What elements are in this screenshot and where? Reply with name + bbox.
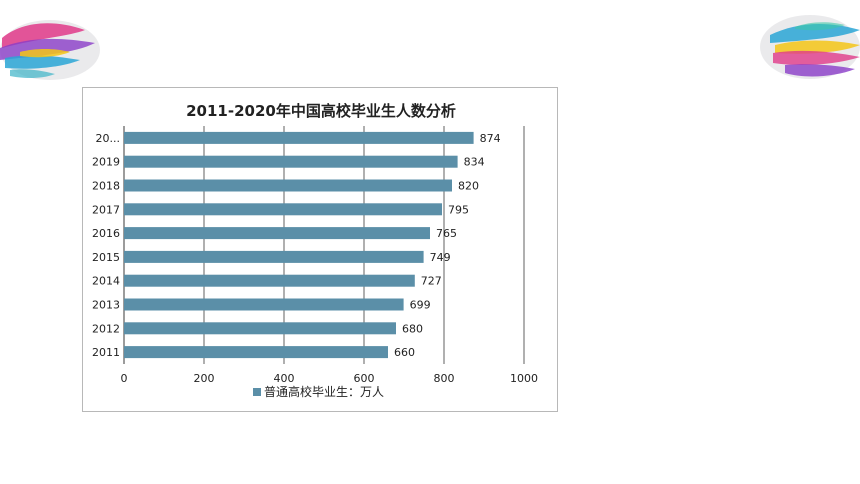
data-label: 834 xyxy=(464,156,485,169)
chart-frame: 2011-2020年中国高校毕业生人数分析 20... 2019 2018 2017 2… xyxy=(82,87,558,412)
data-label: 660 xyxy=(394,346,415,359)
x-tick-label: 0 xyxy=(121,372,128,385)
paint-splash-right xyxy=(760,15,860,79)
data-label: 699 xyxy=(410,299,431,312)
category-label: 2011 xyxy=(92,346,120,359)
category-label: 2016 xyxy=(92,227,120,240)
bar xyxy=(124,274,415,287)
data-label: 680 xyxy=(402,322,423,335)
bar xyxy=(124,298,404,311)
bar xyxy=(124,155,458,168)
chart-title: 2011-2020年中国高校毕业生人数分析 xyxy=(186,102,456,120)
category-labels: 20... 2019 2018 2017 2016 2015 2014 2013 2012 201… xyxy=(92,132,120,359)
data-label: 749 xyxy=(430,251,451,264)
x-tick-label: 600 xyxy=(354,372,375,385)
category-label: 20... xyxy=(96,132,121,145)
data-labels: 874 834 820 795 765 749 727 699 680 660 xyxy=(394,132,501,359)
x-tick-label: 400 xyxy=(274,372,295,385)
data-label: 820 xyxy=(458,180,479,193)
category-label: 2017 xyxy=(92,203,120,216)
bars xyxy=(124,131,474,359)
x-tick-label: 800 xyxy=(434,372,455,385)
legend-swatch xyxy=(253,388,261,396)
paint-splash-left xyxy=(0,20,100,80)
bar xyxy=(124,131,474,144)
legend: 普通高校毕业生：万人 xyxy=(253,384,384,399)
data-label: 795 xyxy=(448,203,469,216)
bar xyxy=(124,203,442,216)
x-tick-label: 200 xyxy=(194,372,215,385)
bar xyxy=(124,250,424,263)
legend-label: 普通高校毕业生：万人 xyxy=(264,384,384,399)
x-tick-labels: 0 200 400 600 800 1000 xyxy=(121,372,539,385)
bar xyxy=(124,346,388,359)
bar-chart: 2011-2020年中国高校毕业生人数分析 20...2019201820172… xyxy=(92,102,539,399)
category-label: 2012 xyxy=(92,322,120,335)
category-label: 2013 xyxy=(92,299,120,312)
category-label: 2019 xyxy=(92,156,120,169)
x-tick-label: 1000 xyxy=(510,372,538,385)
bar xyxy=(124,322,396,335)
category-label: 2015 xyxy=(92,251,120,264)
category-label: 2018 xyxy=(92,180,120,193)
category-label: 2014 xyxy=(92,275,120,288)
data-label: 874 xyxy=(480,132,501,145)
data-label: 727 xyxy=(421,275,442,288)
bar xyxy=(124,227,430,240)
bar xyxy=(124,179,452,192)
data-label: 765 xyxy=(436,227,457,240)
